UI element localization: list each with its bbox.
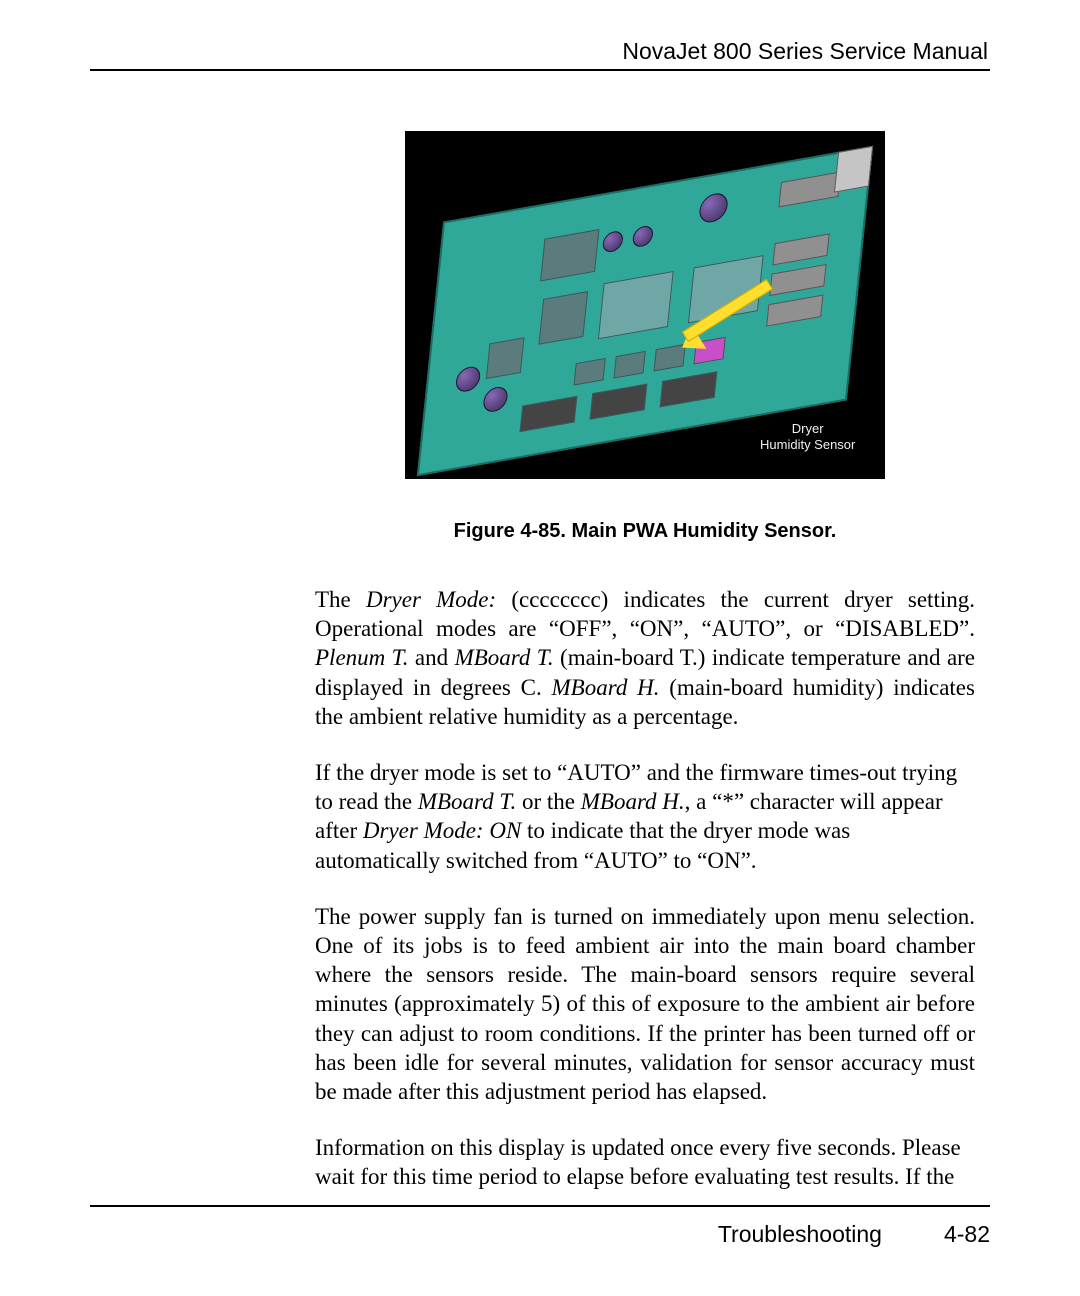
paragraph-3: The power supply fan is turned on immedi… (315, 902, 975, 1106)
figure-image: Dryer Humidity Sensor (405, 131, 885, 479)
paragraph-2: If the dryer mode is set to “AUTO” and t… (315, 758, 975, 875)
page-header: NovaJet 800 Series Service Manual (90, 38, 990, 65)
page-footer: Troubleshooting 4-82 (90, 1205, 990, 1248)
page: NovaJet 800 Series Service Manual (0, 0, 1080, 1296)
figure-caption: Figure 4-85. Main PWA Humidity Sensor. (315, 520, 975, 543)
text: The (315, 587, 366, 612)
figure: Dryer Humidity Sensor Figure 4-85. Main … (315, 131, 975, 543)
italic: MBoard T. (418, 789, 516, 814)
text: and (409, 645, 455, 670)
paragraph-4: Information on this display is updated o… (315, 1133, 975, 1191)
italic: Dryer Mode: ON (363, 818, 521, 843)
chip (486, 337, 525, 379)
callout-line1: Dryer (792, 421, 824, 436)
italic: MBoard T. (455, 645, 554, 670)
header-rule (90, 69, 990, 71)
italic: Plenum T. (315, 645, 409, 670)
footer-row: Troubleshooting 4-82 (90, 1221, 990, 1248)
text: or the (516, 789, 581, 814)
chip (538, 291, 588, 345)
italic: Dryer Mode: (366, 587, 496, 612)
footer-page: 4-82 (944, 1221, 990, 1247)
footer-rule (90, 1205, 990, 1207)
italic: MBoard H. (581, 789, 685, 814)
callout-line2: Humidity Sensor (760, 437, 855, 452)
callout-label: Dryer Humidity Sensor (760, 421, 855, 454)
footer-section: Troubleshooting (718, 1221, 882, 1247)
content-column: Dryer Humidity Sensor Figure 4-85. Main … (315, 131, 975, 1192)
connector (834, 146, 873, 193)
italic: MBoard H. (552, 675, 660, 700)
paragraph-1: The Dryer Mode: (cccccccc) indicates the… (315, 585, 975, 731)
